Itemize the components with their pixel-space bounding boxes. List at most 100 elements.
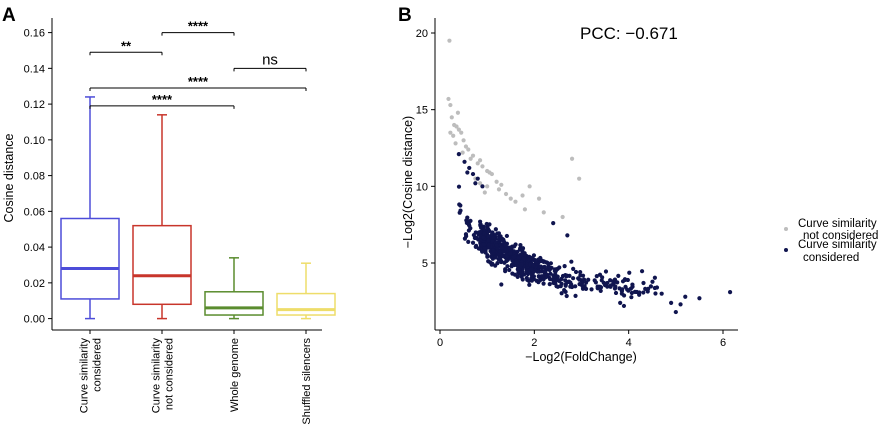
panel-b-scatter: 0 2 4 6 5 10 15 20 (416, 18, 738, 349)
scatter-point (475, 161, 480, 166)
scatter-point (646, 286, 651, 291)
x-tick-label: Shuffled silencers (301, 338, 313, 425)
x-tick-label: Curve similarity (79, 338, 91, 414)
scatter-point (497, 255, 502, 261)
scatter-point (564, 274, 569, 279)
scatter-point (471, 232, 476, 238)
series-considered (456, 152, 733, 315)
scatter-point (456, 152, 461, 157)
scatter-point (619, 289, 624, 294)
scatter-point (541, 277, 546, 282)
scatter-point (499, 259, 504, 264)
scatter-point (555, 274, 560, 279)
scatter-point (563, 278, 568, 283)
scatter-point (464, 234, 469, 239)
y-tick-label: 0.06 (24, 206, 45, 218)
scatter-point (487, 228, 492, 234)
scatter-point (571, 266, 576, 271)
scatter-point (531, 263, 536, 268)
significance-label: ns (262, 51, 278, 68)
scatter-point (503, 191, 509, 197)
scatter-point (536, 196, 542, 201)
scatter-point (669, 300, 674, 305)
scatter-point (603, 269, 609, 274)
scatter-point (511, 255, 516, 260)
scatter-point (678, 302, 683, 307)
scatter-point (597, 272, 603, 277)
significance-bracket: **** (89, 92, 235, 109)
y-tick-label: 0.12 (24, 99, 45, 111)
y-tick-label: 0.08 (24, 171, 45, 183)
scatter-point (573, 293, 578, 298)
scatter-point (542, 265, 547, 270)
scatter-point (565, 233, 570, 238)
scatter-point (509, 264, 514, 269)
scatter-point (659, 291, 664, 296)
scatter-point (605, 280, 610, 286)
significance-label: **** (152, 92, 173, 107)
scatter-point (563, 283, 568, 288)
scatter-point (492, 255, 498, 260)
scatter-point (583, 280, 589, 285)
scatter-point (553, 269, 558, 274)
scatter-point (524, 275, 529, 281)
scatter-point (613, 290, 619, 296)
scatter-point (494, 243, 499, 248)
scatter-point (486, 242, 491, 247)
scatter-point (448, 102, 453, 108)
scatter-point (518, 242, 523, 248)
scatter-point (598, 288, 603, 293)
scatter-point (457, 202, 462, 207)
legend-label-considered-line2: considered (803, 252, 859, 264)
scatter-point (456, 127, 461, 132)
scatter-point (499, 182, 504, 187)
scatter-point (453, 141, 458, 146)
scatter-point (494, 179, 499, 184)
scatter-point (470, 240, 476, 245)
box-iqr (60, 217, 120, 300)
scatter-point (459, 130, 464, 135)
scatter-point (538, 264, 544, 269)
scatter-point (641, 280, 646, 286)
scatter-point (473, 244, 478, 250)
scatter-point (546, 264, 551, 269)
scatter-point (491, 235, 496, 241)
scatter-point (608, 278, 613, 283)
scatter-point (519, 262, 524, 267)
scatter-point (555, 278, 561, 283)
panel-b-x-axis-title: −Log2(FoldChange) (525, 350, 637, 364)
scatter-point (650, 279, 655, 284)
scatter-point (512, 272, 518, 277)
scatter-point (501, 237, 506, 242)
scatter-point (548, 261, 554, 266)
box-3 (204, 257, 264, 320)
scatter-point (654, 285, 660, 290)
scatter-point (527, 184, 532, 189)
scatter-point (507, 267, 512, 273)
y-tick-label: 0.00 (24, 314, 45, 326)
scatter-point (478, 229, 483, 235)
box-iqr (132, 224, 192, 306)
scatter-point (499, 282, 504, 287)
scatter-point (505, 264, 510, 269)
scatter-point (527, 282, 532, 287)
scatter-point (630, 282, 635, 287)
panel-a-label: A (2, 5, 16, 26)
scatter-point (560, 214, 565, 220)
scatter-point (493, 227, 498, 232)
scatter-point (454, 124, 459, 129)
scatter-point (465, 218, 470, 223)
scatter-point (527, 257, 532, 262)
scatter-point (477, 181, 483, 186)
scatter-point (538, 255, 543, 261)
scatter-point (520, 248, 525, 253)
series-not-considered (446, 38, 582, 220)
significance-bracket: ns (233, 51, 307, 72)
scatter-point (456, 184, 462, 189)
scatter-point (727, 290, 733, 295)
scatter-point (466, 147, 471, 152)
scatter-point (521, 256, 526, 261)
scatter-point (593, 280, 598, 285)
